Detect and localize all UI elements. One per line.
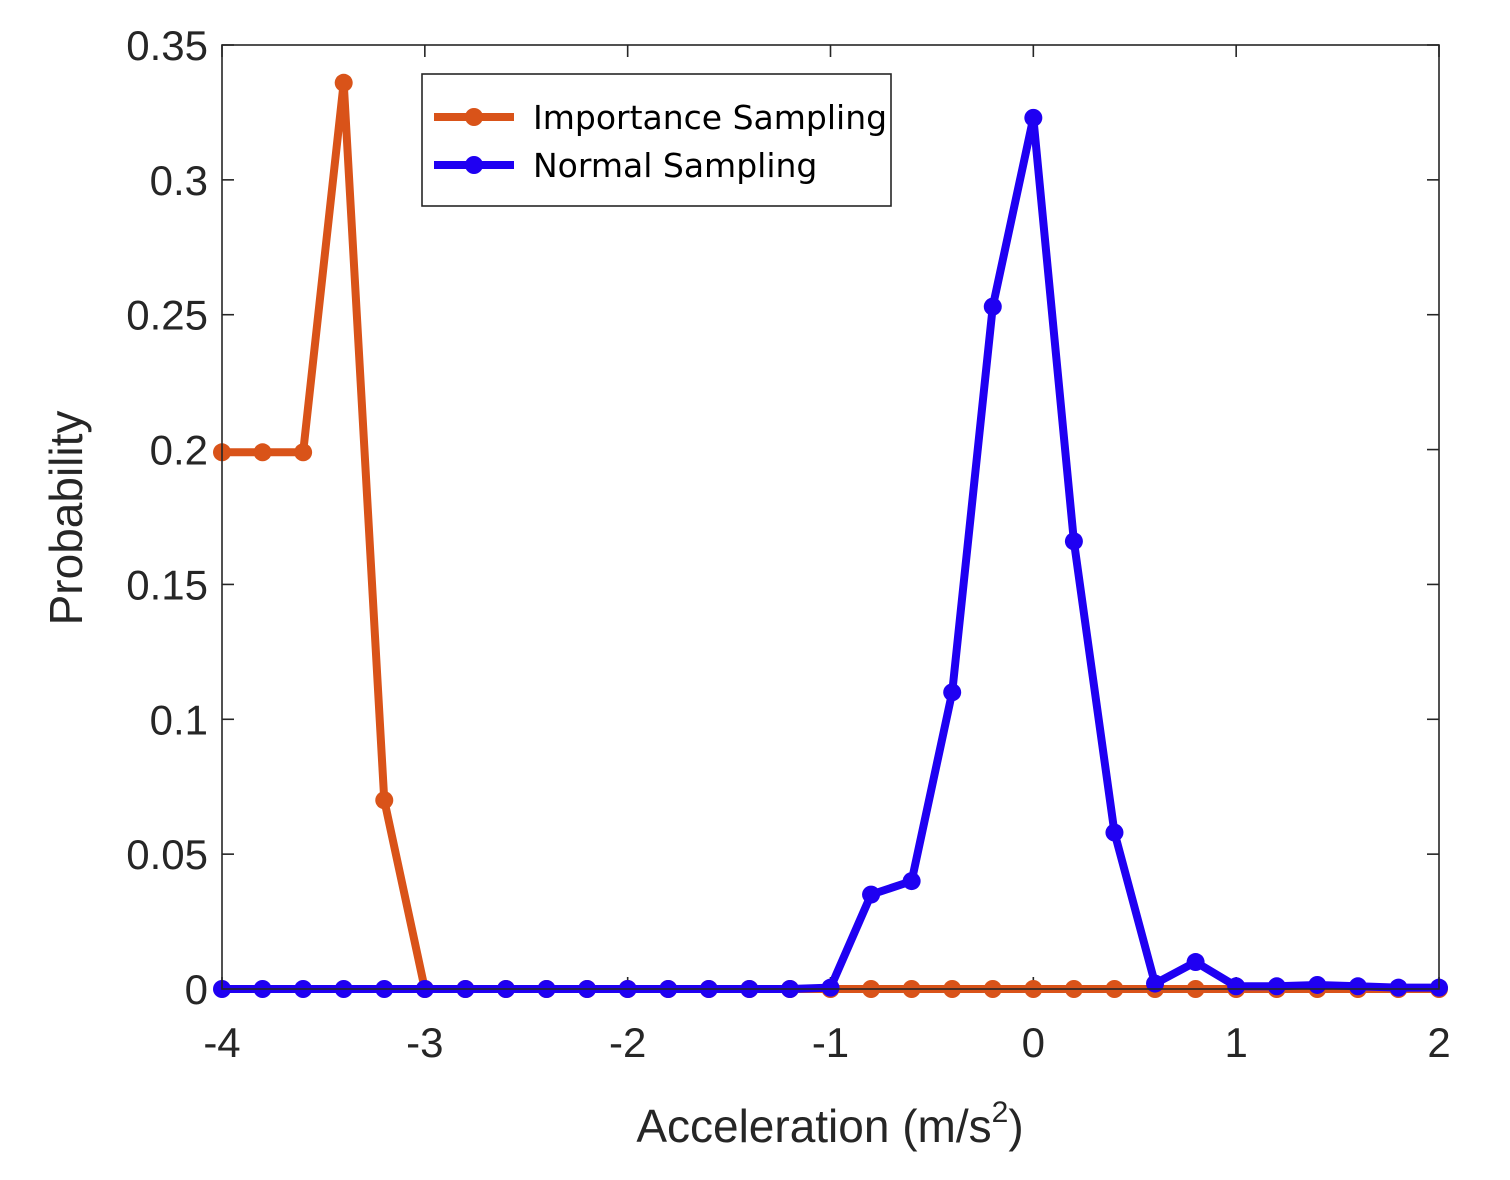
x-tick-label-2: 2 [1427,1019,1450,1066]
data-point-normal-sampling-25 [1227,977,1246,996]
x-axis-label-text: Acceleration (m/s [636,1100,991,1152]
legend-label-normal-sampling: Normal Sampling [533,146,817,185]
y-tick-label-0p3: 0.3 [150,157,208,204]
data-point-normal-sampling-24 [1186,953,1205,972]
data-point-normal-sampling-26 [1267,977,1286,996]
x-axis-label-superscript: 2 [992,1096,1009,1129]
data-point-normal-sampling-18 [943,683,962,702]
plot-frame [221,44,1440,990]
x-tick-label-m2: -2 [609,1019,646,1066]
y-axis-label: Probability [40,411,92,626]
y-tick-label-0p35: 0.35 [126,22,208,69]
legend-marker-normal-sampling [465,156,483,174]
data-point-normal-sampling-27 [1308,975,1327,994]
data-point-normal-sampling-22 [1105,823,1124,842]
x-tick-label-m3: -3 [406,1019,443,1066]
y-tick-label-0p05: 0.05 [126,831,208,878]
data-point-normal-sampling-19 [983,297,1002,316]
y-tick-label-0p2: 0.2 [150,427,208,474]
y-tick-label-0p1: 0.1 [150,696,208,743]
data-point-normal-sampling-20 [1024,108,1043,127]
y-tick-label-0: 0 [185,966,208,1013]
legend-label-importance-sampling: Importance Sampling [533,98,887,137]
y-tick-label-0p25: 0.25 [126,292,208,339]
data-point-normal-sampling-15 [821,978,840,997]
tick-labels-layer: -4 -3 -2 -1 0 1 2 0 0.05 0.1 0.15 0.2 0.25 0.3 0.35 [126,22,1450,1066]
x-tick-label-0: 0 [1022,1019,1045,1066]
x-axis-label-close: ) [1008,1100,1023,1152]
x-axis-label: Acceleration (m/s2) [636,1096,1023,1152]
data-point-importance-sampling-4 [375,791,394,810]
x-tick-label-m4: -4 [203,1019,240,1066]
legend-box [421,73,892,207]
data-point-normal-sampling-21 [1064,532,1083,551]
y-tick-label-0p15: 0.15 [126,561,208,608]
legend-marker-importance-sampling [465,108,483,126]
data-point-normal-sampling-23 [1146,974,1165,993]
legend: Importance Sampling Normal Sampling [421,73,892,207]
x-tick-label-m1: -1 [812,1019,849,1066]
data-point-normal-sampling-28 [1348,977,1367,996]
data-point-importance-sampling-1 [253,443,272,462]
data-point-normal-sampling-29 [1389,978,1408,997]
x-tick-label-1: 1 [1224,1019,1247,1066]
data-point-normal-sampling-16 [862,885,881,904]
data-point-normal-sampling-17 [902,872,921,891]
data-point-importance-sampling-2 [294,443,313,462]
data-point-importance-sampling-3 [334,73,353,92]
